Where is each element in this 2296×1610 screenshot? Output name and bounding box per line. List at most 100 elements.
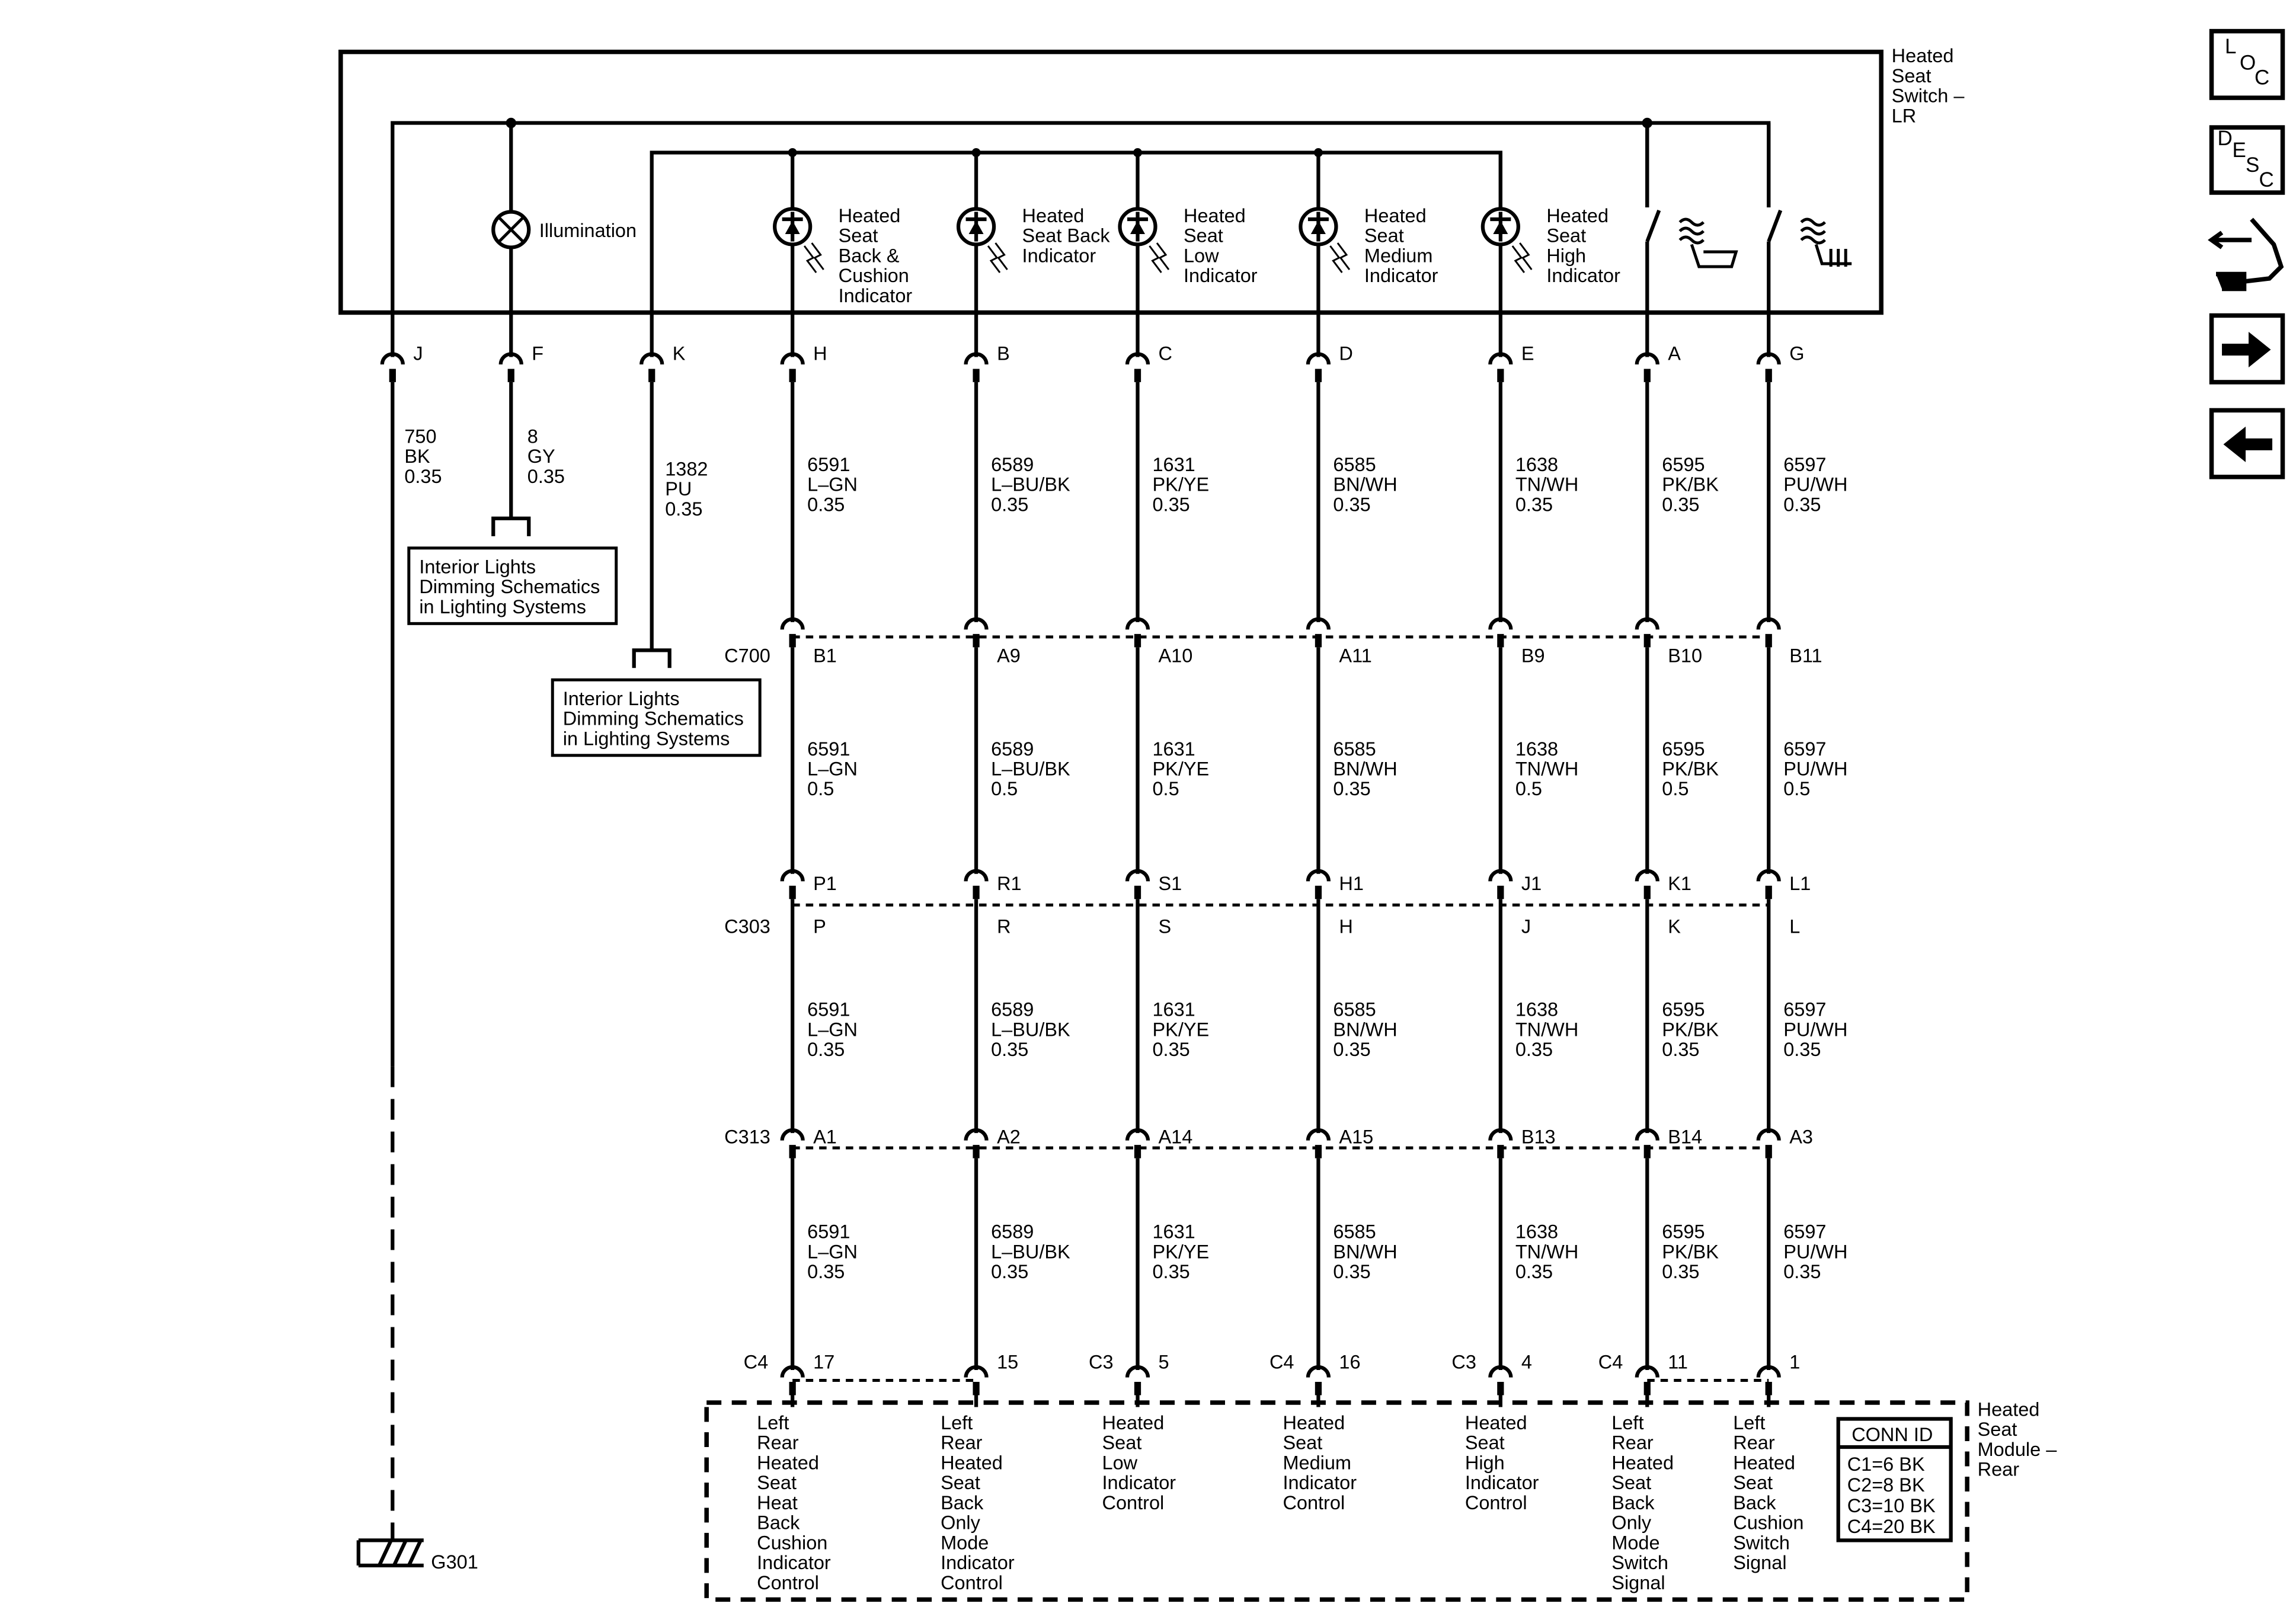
- switch-pin-label: K: [673, 343, 686, 364]
- wire-label: PK/YE: [1152, 758, 1209, 780]
- wire-label: 0.35: [1333, 1261, 1370, 1282]
- wire-label: 1631: [1152, 738, 1195, 760]
- wire-label: 0.35: [991, 1261, 1028, 1282]
- junction-dot: [971, 148, 981, 158]
- module-pin-description: Seat: [1733, 1472, 1773, 1493]
- wire-label: PU/WH: [1783, 1241, 1847, 1262]
- module-title: Seat: [1978, 1419, 2017, 1440]
- wire-label: 0.35: [404, 466, 442, 487]
- connector-pin: [1125, 1128, 1150, 1141]
- ground-symbol-icon: [356, 1538, 424, 1568]
- connector-pin: [1125, 352, 1150, 365]
- module-pin-description: Control: [941, 1572, 1003, 1593]
- wire-label: 6591: [807, 999, 850, 1020]
- module-pin-description: Control: [1465, 1492, 1527, 1513]
- led-indicator-icon: [1299, 207, 1351, 273]
- pin-label: A15: [1339, 1126, 1373, 1148]
- switch-title: LR: [1892, 105, 1917, 126]
- connector-pin: [780, 1128, 805, 1141]
- component-icon[interactable]: [2208, 217, 2284, 292]
- wire-label: 0.35: [807, 494, 845, 515]
- reference-label: in Lighting Systems: [563, 728, 730, 749]
- module-pin-label: 11: [1668, 1352, 1688, 1373]
- module-pin-description: High: [1465, 1452, 1505, 1473]
- seat-back-heat-icon: [1800, 217, 1852, 267]
- module-pin-description: Cushion: [757, 1532, 827, 1553]
- module-pin-label: 16: [1339, 1352, 1360, 1373]
- module-pin-description: Heated: [757, 1452, 819, 1473]
- module-pin-description: Switch: [1733, 1532, 1790, 1553]
- loc-letter: O: [2240, 52, 2256, 75]
- module-pin-description: Seat: [1102, 1432, 1142, 1454]
- wire-label: 750: [404, 425, 436, 447]
- wire-label: TN/WH: [1515, 1241, 1578, 1262]
- junction-dot: [1133, 148, 1143, 158]
- wire-label: 6585: [1333, 1221, 1376, 1243]
- junction-dot: [1313, 148, 1323, 158]
- reference-label: Interior Lights: [563, 688, 680, 709]
- wire-label: L–BU/BK: [991, 474, 1070, 495]
- pin-label: B14: [1668, 1126, 1702, 1148]
- wire-label: 0.35: [1662, 1261, 1699, 1282]
- wire-label: PK/YE: [1152, 1019, 1209, 1040]
- next-arrow-button[interactable]: [2209, 313, 2285, 385]
- module-pin-description: Heated: [1733, 1452, 1795, 1473]
- indicator-label: Heated: [1364, 205, 1427, 226]
- previous-arrow-button[interactable]: [2209, 408, 2285, 479]
- connector-label-c313: C313: [724, 1126, 770, 1148]
- loc-button[interactable]: LOC: [2209, 28, 2285, 100]
- ground-label: G301: [431, 1551, 478, 1573]
- wire-label: 6589: [991, 999, 1034, 1020]
- wire-label: 0.35: [1515, 494, 1553, 515]
- wire-label: 0.35: [991, 494, 1028, 515]
- wire-label: 1638: [1515, 1221, 1558, 1243]
- module-pin-description: Seat: [1465, 1432, 1505, 1454]
- module-title: Module –: [1978, 1439, 2058, 1460]
- wire-label: PK/BK: [1662, 758, 1719, 780]
- module-pin-description: Mode: [1611, 1532, 1659, 1553]
- wire-label: L–BU/BK: [991, 758, 1070, 780]
- switch-pin-label: C: [1158, 343, 1172, 364]
- module-pin-description: Back: [941, 1492, 984, 1513]
- connector-pin: [964, 352, 989, 365]
- connector-pin: [964, 617, 989, 630]
- wire-label: 6595: [1662, 738, 1705, 760]
- connector-pin: [1756, 352, 1781, 365]
- module-pin-label: 17: [813, 1352, 834, 1373]
- wire-label: 6597: [1783, 454, 1826, 475]
- wire-label: 6597: [1783, 738, 1826, 760]
- pin-label: R: [997, 916, 1011, 937]
- wire-label: 1631: [1152, 999, 1195, 1020]
- module-pin-description: Switch: [1611, 1552, 1668, 1573]
- wire-label: 0.35: [807, 1261, 845, 1282]
- desc-letter: D: [2218, 127, 2233, 150]
- indicator-label: Heated: [1184, 205, 1246, 226]
- module-pin-description: Seat: [941, 1472, 980, 1493]
- module-pin-description: Rear: [1611, 1432, 1654, 1454]
- wire-label: BN/WH: [1333, 1019, 1397, 1040]
- wire-label: BN/WH: [1333, 758, 1397, 780]
- pin-label: B1: [813, 645, 837, 666]
- wire-label: 8: [527, 425, 538, 447]
- pin-label: L1: [1789, 873, 1811, 894]
- module-pin-description: Heated: [1102, 1412, 1165, 1433]
- module-pin-description: Rear: [941, 1432, 983, 1454]
- indicator-label: Seat: [1364, 225, 1404, 247]
- wire-label: BN/WH: [1333, 474, 1397, 495]
- wire-label: 0.35: [665, 498, 702, 520]
- indicator-label: Heated: [1546, 205, 1609, 226]
- wire-label: 6595: [1662, 999, 1705, 1020]
- switch-pin-label: D: [1339, 343, 1352, 364]
- desc-letter: C: [2259, 168, 2274, 191]
- pin-label: A9: [997, 645, 1021, 666]
- indicator-label: Heated: [1022, 205, 1085, 226]
- module-pin-label: 5: [1158, 1352, 1169, 1373]
- module-pin-description: Only: [1611, 1512, 1652, 1534]
- connector-pin: [780, 869, 805, 882]
- connector-pin: [1488, 1365, 1513, 1378]
- module-pin-description: Indicator: [757, 1552, 831, 1573]
- wire-label: 0.35: [1783, 494, 1821, 515]
- wire-label: 6591: [807, 1221, 850, 1243]
- module-pin-description: Indicator: [1102, 1472, 1176, 1493]
